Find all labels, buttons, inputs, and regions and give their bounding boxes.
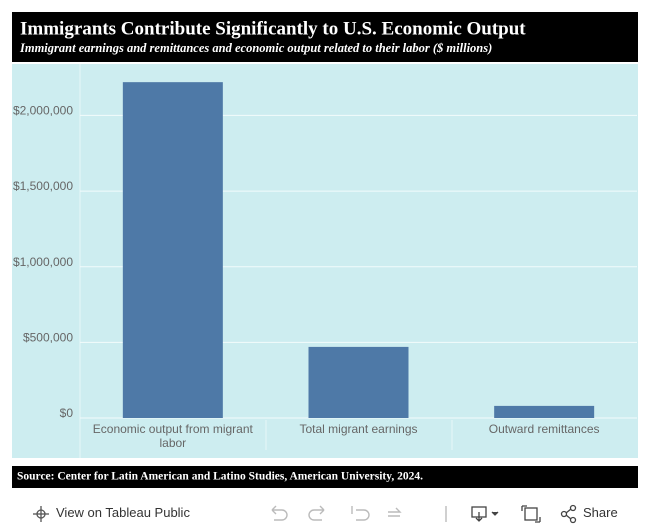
- bar: [308, 346, 409, 418]
- toolbar: [0, 500, 650, 527]
- x-tick-label: Economic output from migrant labor: [92, 422, 253, 450]
- chart: Immigrants Contribute Significantly to U…: [12, 12, 638, 488]
- y-tick-label: $1,500,000: [13, 179, 73, 193]
- x-tick-label: Outward remittances: [488, 422, 600, 436]
- chart-subtitle: Immigrant earnings and remittances and e…: [19, 41, 492, 55]
- x-tick-label: Total migrant earnings: [299, 422, 418, 436]
- y-tick-label: $0: [60, 406, 74, 420]
- source: Source: Center for Latin American and La…: [17, 471, 423, 483]
- view-on-tableau[interactable]: View on Tableau Public: [56, 505, 190, 520]
- share-button[interactable]: Share: [583, 505, 618, 520]
- y-tick-label: $1,000,000: [13, 255, 73, 269]
- tableau-icon: [33, 506, 49, 522]
- y-tick-label: $500,000: [23, 331, 73, 345]
- chart-title: Immigrants Contribute Significantly to U…: [20, 18, 526, 39]
- action-icons: [471, 504, 577, 524]
- header-bar: [12, 12, 638, 62]
- source-bar: [12, 466, 638, 488]
- history-icons: [271, 505, 447, 522]
- y-tick-label: $2,000,000: [13, 104, 73, 118]
- bar: [122, 82, 223, 419]
- bar: [494, 405, 595, 418]
